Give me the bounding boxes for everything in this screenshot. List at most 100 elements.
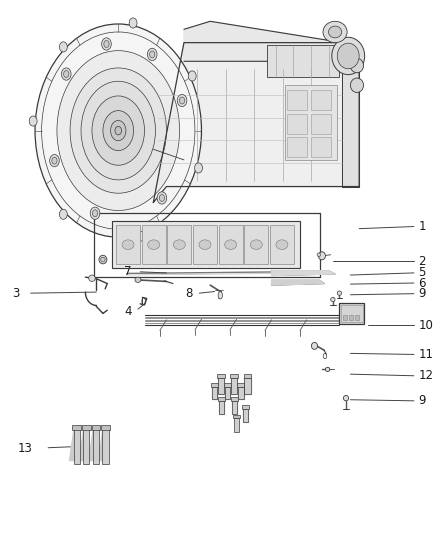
Text: 5: 5 [418,266,426,279]
Ellipse shape [88,275,95,281]
Bar [211,383,218,387]
Bar [219,401,224,414]
Bar [285,85,337,160]
Text: 3: 3 [12,287,20,300]
Bar [112,221,300,268]
Ellipse shape [129,18,137,28]
Ellipse shape [104,41,109,47]
Bar [93,429,99,464]
Ellipse shape [136,231,144,241]
Text: 4: 4 [124,305,131,318]
Text: 9: 9 [418,394,426,407]
Bar [287,114,307,134]
Polygon shape [244,378,251,394]
Text: 7: 7 [124,265,131,278]
Text: 12: 12 [418,369,433,382]
Ellipse shape [103,110,134,150]
Bar [287,90,307,110]
Bar [311,90,331,110]
Ellipse shape [92,210,98,217]
Ellipse shape [328,26,342,38]
Bar [355,315,359,320]
Bar [225,387,230,399]
Polygon shape [112,221,300,268]
Ellipse shape [337,43,359,69]
Ellipse shape [52,157,57,164]
Bar [230,374,238,378]
Ellipse shape [90,207,100,220]
Bar [101,425,110,430]
Polygon shape [184,21,359,64]
Bar [72,425,81,430]
Ellipse shape [323,21,347,43]
Ellipse shape [60,209,67,220]
Bar [287,137,307,157]
Bar [343,315,347,320]
Ellipse shape [188,71,196,81]
Ellipse shape [147,49,157,61]
Polygon shape [219,401,224,414]
Bar [267,45,339,77]
Ellipse shape [251,240,262,249]
Bar [237,383,244,387]
Ellipse shape [99,255,107,264]
Ellipse shape [350,78,364,93]
Bar [232,401,237,414]
Bar [231,378,237,394]
Bar [219,225,243,264]
Bar [218,378,224,394]
Ellipse shape [318,252,325,260]
Ellipse shape [157,192,167,204]
Bar [234,418,239,432]
Ellipse shape [49,155,59,167]
Text: 11: 11 [418,348,433,361]
Bar [243,409,248,422]
Bar [233,415,240,418]
Polygon shape [153,43,359,203]
Bar [244,374,251,378]
Ellipse shape [148,240,159,249]
Polygon shape [342,43,359,187]
Bar [244,225,268,264]
Bar [238,387,244,399]
Ellipse shape [331,297,335,302]
Ellipse shape [92,96,145,165]
Ellipse shape [70,68,166,193]
Ellipse shape [173,240,185,249]
Text: 10: 10 [418,319,433,332]
Polygon shape [231,378,237,394]
Ellipse shape [122,240,134,249]
Bar [218,397,225,401]
Bar [102,429,109,464]
Ellipse shape [102,38,111,50]
Bar [349,315,353,320]
Ellipse shape [317,253,321,257]
Bar [270,225,294,264]
Ellipse shape [110,120,126,141]
Ellipse shape [159,195,165,201]
Ellipse shape [350,59,364,73]
Ellipse shape [29,116,37,126]
Ellipse shape [199,240,211,249]
Polygon shape [218,378,224,394]
Ellipse shape [225,240,237,249]
Bar [231,397,238,401]
Polygon shape [89,429,99,461]
Text: 6: 6 [418,277,426,289]
Ellipse shape [332,37,364,75]
Text: 1: 1 [418,220,426,233]
Bar [242,405,249,409]
Text: 2: 2 [418,255,426,268]
Ellipse shape [115,126,121,135]
Ellipse shape [177,94,187,107]
Ellipse shape [218,292,223,299]
Bar [341,305,363,322]
Ellipse shape [180,97,185,104]
Bar [217,374,225,378]
Ellipse shape [149,51,155,58]
Bar [244,378,251,394]
Polygon shape [238,387,244,399]
Polygon shape [232,401,237,414]
Bar [83,429,89,464]
Bar [212,387,217,399]
